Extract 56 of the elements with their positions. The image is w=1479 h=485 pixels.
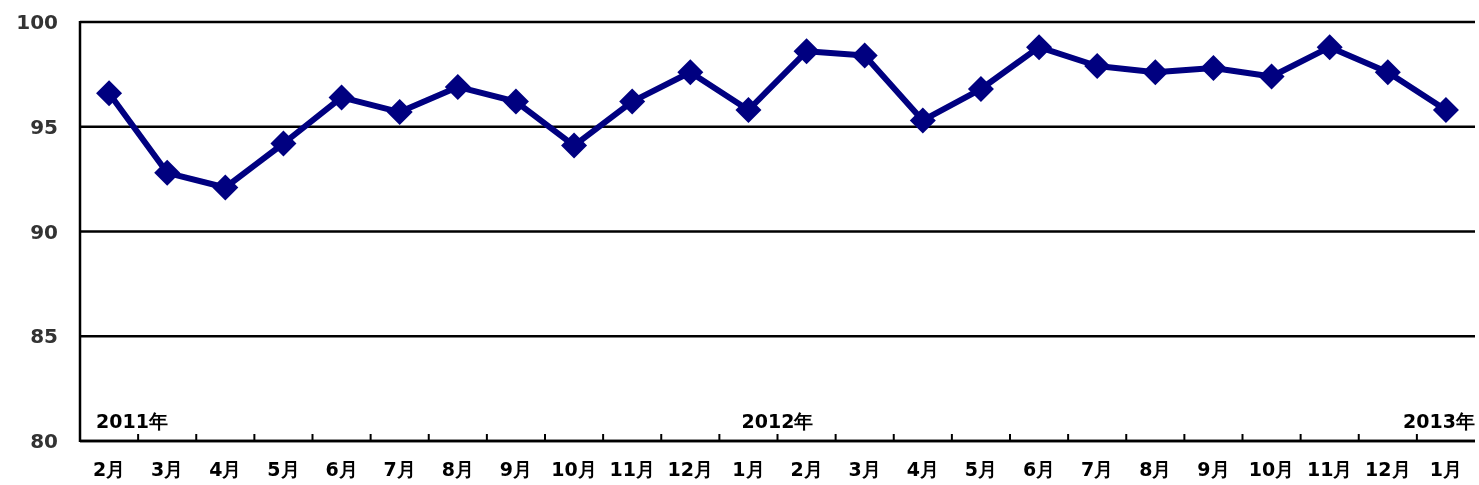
x-tick-label: 12月 [667,458,714,480]
x-tick-label: 3月 [848,458,881,480]
x-tick-label: 2月 [790,458,823,480]
x-tick-label: 4月 [209,458,242,480]
point [444,73,471,100]
y-tick-label: 100 [16,10,58,34]
x-tick-label: 5月 [964,458,998,480]
x-tick-label: 6月 [325,458,358,480]
x-tick-label: 5月 [267,458,300,480]
point [270,130,297,157]
point [909,107,936,134]
x-tick-label: 1月 [1429,458,1463,480]
x-tick-label: 7月 [383,458,416,480]
point [1142,59,1169,86]
point [619,88,646,115]
point [1026,34,1053,61]
x-tick-label: 3月 [151,458,184,480]
x-tick-label: 6月 [1022,458,1056,480]
annotation: 2013年 [1403,410,1475,432]
annotation: 2011年 [96,410,168,432]
point [561,132,588,159]
point [212,174,239,201]
x-tick-label: 8月 [1139,458,1172,480]
x-tick-label: 9月 [499,458,533,480]
point [1316,34,1343,61]
x-tick-label: 12月 [1365,458,1411,480]
y-tick-label: 80 [30,429,58,453]
point [851,42,878,69]
x-tick-label: 8月 [441,458,474,480]
point [1258,63,1285,90]
point [502,88,529,115]
x-tick-label: 1月 [732,458,765,480]
point [1432,96,1459,123]
point [967,76,994,103]
y-tick-label: 95 [30,114,58,139]
x-tick-label: 10月 [551,458,597,480]
x-tick-label: 7月 [1081,458,1114,480]
point [96,80,123,107]
point [735,96,762,123]
x-tick-label: 2月 [92,458,126,480]
point [793,38,820,65]
point [1200,55,1227,82]
point [154,159,181,186]
x-tick-label: 4月 [906,458,939,480]
x-tick-label: 10月 [1248,458,1295,480]
point [1084,52,1111,79]
point [1374,59,1401,86]
point [328,84,355,111]
point [677,59,704,86]
x-tick-label: 9月 [1197,458,1230,480]
x-tick-label: 11月 [1306,458,1353,480]
point [386,99,413,126]
y-tick-label: 85 [30,324,58,349]
y-tick-label: 90 [30,219,58,244]
annotation: 2012年 [741,410,814,432]
x-tick-label: 11月 [609,458,655,480]
